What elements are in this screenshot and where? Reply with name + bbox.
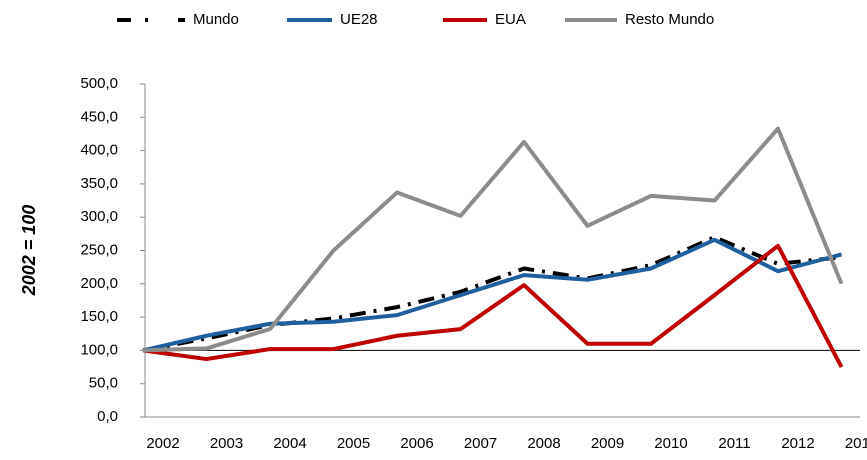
y-tick-label: 350,0 xyxy=(80,175,118,192)
x-tick-label: 2004 xyxy=(273,435,306,452)
x-tick-label: 2007 xyxy=(464,435,497,452)
series-line xyxy=(142,235,842,353)
legend-label: Resto Mundo xyxy=(625,11,714,28)
legend-label: EUA xyxy=(495,11,526,28)
y-tick-label: 450,0 xyxy=(80,108,118,125)
series-line xyxy=(142,243,844,368)
y-tick-label: 250,0 xyxy=(80,241,118,258)
series-line xyxy=(142,126,844,353)
x-tick-label: 2008 xyxy=(527,435,560,452)
x-tick-label: 2002 xyxy=(146,435,179,452)
x-tick-label: 2012 xyxy=(781,435,814,452)
y-tick-label: 400,0 xyxy=(80,142,118,159)
legend-label: Mundo xyxy=(193,11,239,28)
legend-label: UE28 xyxy=(340,11,378,28)
y-tick-label: 0,0 xyxy=(97,408,118,425)
y-tick-label: 500,0 xyxy=(80,75,118,92)
x-tick-label: 2006 xyxy=(400,435,433,452)
y-tick-label: 50,0 xyxy=(89,375,118,392)
y-tick-label: 150,0 xyxy=(80,308,118,325)
x-tick-label: 2005 xyxy=(337,435,370,452)
y-tick-label: 200,0 xyxy=(80,275,118,292)
x-tick-label: 2011 xyxy=(718,435,750,452)
x-tick-label: 2013 xyxy=(845,435,867,452)
y-tick-label: 300,0 xyxy=(80,208,118,225)
x-tick-label: 2003 xyxy=(210,435,243,452)
y-tick-label: 100,0 xyxy=(80,341,118,358)
x-tick-label: 2010 xyxy=(654,435,687,452)
y-axis-label: 2002 = 100 xyxy=(19,205,39,297)
series-line xyxy=(142,237,843,353)
x-tick-label: 2009 xyxy=(591,435,624,452)
